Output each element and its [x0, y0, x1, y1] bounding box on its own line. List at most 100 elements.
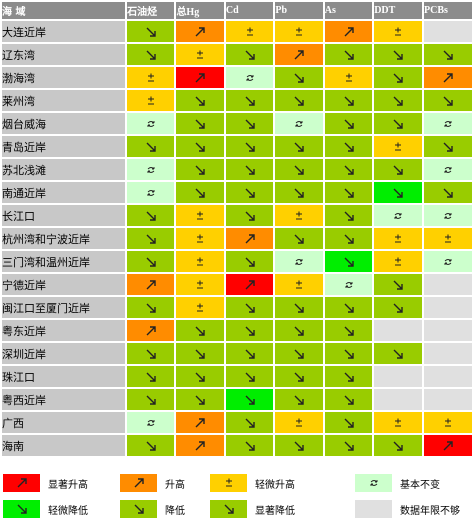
trend-cell: [275, 297, 322, 318]
arrow-down-right-icon: [195, 165, 205, 175]
trend-cell: [374, 297, 422, 318]
legend-label: 数据年限不够: [400, 502, 460, 517]
trend-cell: [374, 21, 422, 42]
pollutant-trend-table: 海 域 石油烃 总Hg Cd Pb As DDT PCBs 大连近岸 辽东湾 渤海湾…: [0, 0, 474, 458]
arrow-down-right-icon: [344, 326, 354, 336]
region-name: 深圳近岸: [2, 343, 125, 364]
arrow-down-right-icon: [245, 165, 255, 175]
trend-cell: [275, 159, 322, 180]
table-row: 南通近岸: [2, 182, 472, 203]
trend-cell: [325, 67, 372, 88]
arrow-down-right-icon: [245, 418, 255, 428]
loop-arrow-icon: [369, 478, 379, 488]
plus-minus-icon: [393, 418, 403, 428]
region-name: 大连近岸: [2, 21, 125, 42]
legend-label: 显著升高: [48, 476, 88, 491]
legend: 显著升高 升高 轻微升高 基本不变 轻微降低 降低 显著降低 数据年限不够: [0, 472, 474, 526]
region-name: 南通近岸: [2, 182, 125, 203]
table-row: 珠江口: [2, 366, 472, 387]
region-name: 海南: [2, 435, 125, 456]
arrow-down-right-icon: [344, 142, 354, 152]
loop-arrow-icon: [393, 211, 403, 221]
region-name: 杭州湾和宁波近岸: [2, 228, 125, 249]
table-row: 渤海湾: [2, 67, 472, 88]
plus-minus-icon: [393, 257, 403, 267]
trend-cell: [127, 205, 174, 226]
arrow-down-right-icon: [294, 96, 304, 106]
trend-cell: [275, 228, 322, 249]
legend-label: 基本不变: [400, 476, 440, 491]
trend-cell: [424, 44, 472, 65]
arrow-down-right-icon: [146, 27, 156, 37]
trend-cell: [176, 389, 223, 410]
legend-swatch: [355, 500, 392, 518]
trend-cell: [226, 297, 273, 318]
plus-minus-icon: [294, 418, 304, 428]
legend-swatch: [210, 500, 247, 518]
trend-cell: [325, 366, 372, 387]
table-body: 大连近岸 辽东湾 渤海湾 莱州湾 烟台威海 青岛近岸 苏北浅滩 南通近岸 长江口 杭州湾和宁波近岸…: [2, 21, 472, 456]
trend-cell: [424, 435, 472, 456]
trend-cell: [127, 21, 174, 42]
trend-cell: [127, 182, 174, 203]
trend-cell: [325, 182, 372, 203]
arrow-down-right-icon: [393, 349, 403, 359]
arrow-down-right-icon: [195, 188, 205, 198]
trend-cell: [424, 21, 472, 42]
trend-cell: [226, 435, 273, 456]
legend-item: 降低: [120, 500, 185, 518]
table-row: 三门湾和温州近岸: [2, 251, 472, 272]
trend-cell: [325, 21, 372, 42]
arrow-down-right-icon: [146, 349, 156, 359]
trend-cell: [325, 389, 372, 410]
plus-minus-icon: [195, 303, 205, 313]
region-name: 广西: [2, 412, 125, 433]
trend-cell: [176, 44, 223, 65]
arrow-up-right-icon: [17, 478, 27, 488]
trend-cell: [424, 412, 472, 433]
trend-cell: [176, 435, 223, 456]
arrow-up-right-icon: [294, 50, 304, 60]
arrow-down-right-icon: [294, 234, 304, 244]
trend-cell: [226, 113, 273, 134]
trend-cell: [176, 136, 223, 157]
table-row: 广西: [2, 412, 472, 433]
arrow-down-right-icon: [146, 395, 156, 405]
arrow-down-right-icon: [443, 96, 453, 106]
arrow-down-right-icon: [344, 418, 354, 428]
arrow-down-right-icon: [195, 142, 205, 152]
trend-cell: [275, 44, 322, 65]
trend-cell: [325, 320, 372, 341]
trend-cell: [127, 412, 174, 433]
plus-minus-icon: [344, 73, 354, 83]
trend-cell: [176, 320, 223, 341]
trend-cell: [374, 343, 422, 364]
trend-cell: [424, 320, 472, 341]
arrow-down-right-icon: [224, 504, 234, 514]
loop-arrow-icon: [294, 119, 304, 129]
trend-cell: [424, 67, 472, 88]
trend-cell: [374, 159, 422, 180]
arrow-down-right-icon: [245, 96, 255, 106]
arrow-down-right-icon: [146, 50, 156, 60]
trend-cell: [374, 205, 422, 226]
legend-item: 基本不变: [355, 474, 440, 492]
trend-cell: [226, 412, 273, 433]
plus-minus-icon: [224, 478, 234, 488]
trend-cell: [424, 182, 472, 203]
trend-cell: [424, 389, 472, 410]
plus-minus-icon: [195, 257, 205, 267]
trend-cell: [325, 343, 372, 364]
trend-cell: [424, 251, 472, 272]
loop-arrow-icon: [443, 119, 453, 129]
arrow-down-right-icon: [294, 73, 304, 83]
column-header-pb: Pb: [275, 2, 322, 19]
trend-cell: [226, 320, 273, 341]
trend-cell: [226, 389, 273, 410]
legend-item: 轻微升高: [210, 474, 295, 492]
arrow-down-right-icon: [344, 349, 354, 359]
table-row: 海南: [2, 435, 472, 456]
arrow-down-right-icon: [443, 50, 453, 60]
arrow-down-right-icon: [393, 119, 403, 129]
plus-minus-icon: [443, 234, 453, 244]
